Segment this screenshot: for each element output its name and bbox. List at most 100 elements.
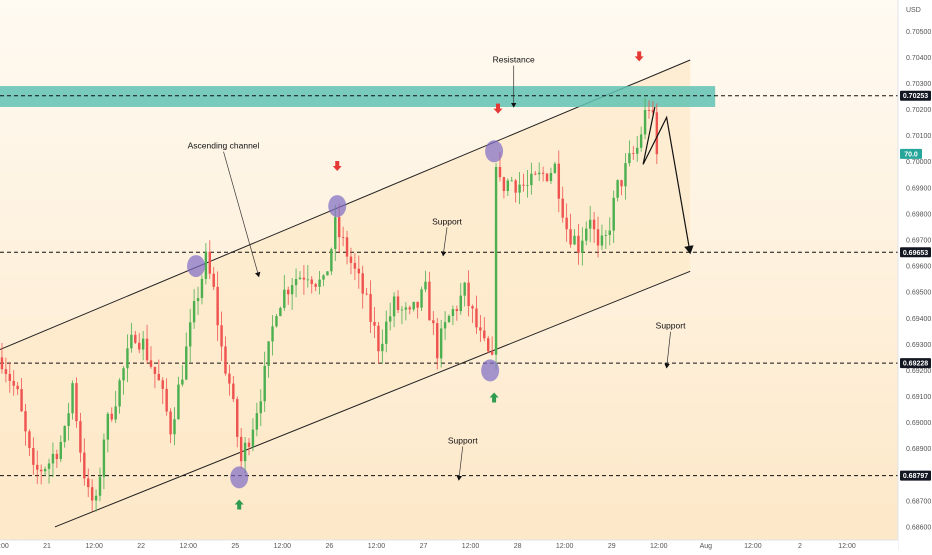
y-tick-label: 0.69100 — [906, 394, 931, 401]
candle-body — [581, 240, 584, 253]
candle-body — [141, 338, 145, 350]
annotation-pointer — [456, 446, 464, 481]
candle-body — [400, 309, 404, 311]
candle-body — [0, 357, 4, 370]
candle-body — [592, 219, 596, 230]
candle-body — [169, 411, 172, 435]
candle-body — [32, 447, 35, 465]
candle-body — [251, 429, 255, 447]
y-tick-label: 0.69200 — [906, 368, 931, 375]
level-price-label-2: 0.69228 — [903, 361, 928, 368]
candle-body — [216, 286, 219, 326]
x-tick-label: Aug — [700, 543, 713, 550]
candle-body — [624, 163, 627, 187]
y-tick-label: 0.69800 — [906, 211, 931, 218]
candle-body — [157, 373, 161, 381]
candle-body — [565, 217, 568, 230]
x-tick-label: 12:00 — [744, 543, 762, 550]
level-price-tag-1 — [900, 247, 931, 258]
candle-body — [185, 346, 188, 380]
y-tick-label: 0.69000 — [906, 420, 931, 427]
candle-body — [318, 279, 321, 287]
candle-body — [514, 180, 517, 193]
channel-lower-line[interactable] — [54, 270, 691, 528]
touch-point-marker[interactable] — [481, 359, 500, 382]
y-tick-label: 0.70300 — [906, 81, 931, 88]
candle-body — [334, 217, 337, 249]
candle-body — [396, 296, 400, 311]
candle-body — [232, 383, 235, 400]
candle-body — [228, 373, 231, 384]
resistance-zone[interactable] — [0, 86, 716, 107]
touch-point-marker[interactable] — [230, 466, 249, 489]
annotation-pointer — [440, 227, 448, 257]
candle-body — [126, 348, 129, 369]
candle-body — [486, 338, 490, 352]
candle-body — [639, 134, 643, 148]
candle-body — [330, 248, 333, 272]
candle-body — [47, 463, 51, 469]
x-tick-label: 12:00 — [462, 543, 480, 550]
candle-body — [447, 315, 451, 323]
level-price-tag-2 — [900, 358, 931, 369]
candle-body — [365, 293, 368, 295]
touch-point-marker[interactable] — [485, 140, 504, 163]
candle-body — [502, 177, 506, 191]
candle-body — [90, 487, 94, 501]
projection-path[interactable] — [642, 106, 694, 255]
candle-body — [271, 326, 274, 342]
y-tick-label: 0.70500 — [906, 29, 931, 36]
candle-body — [467, 282, 470, 307]
x-tick-label: 28 — [514, 543, 522, 550]
time-axis-panel[interactable] — [0, 540, 898, 550]
candle-body — [612, 197, 615, 231]
y-tick-label: 0.68900 — [906, 446, 931, 453]
annotation-label: Resistance — [493, 55, 535, 65]
x-tick-label: 12:00 — [556, 543, 574, 550]
candle-body — [283, 289, 286, 308]
candle-body — [341, 237, 345, 238]
annotation-label: Support — [656, 321, 686, 331]
y-tick-label: 0.69500 — [906, 290, 931, 297]
candle-body — [439, 328, 443, 359]
candle-body — [63, 426, 66, 442]
y-tick-label: 0.69300 — [906, 342, 931, 349]
candle-body — [224, 346, 227, 374]
x-tick-label: 12:00 — [838, 543, 856, 550]
candle-body — [192, 301, 196, 323]
candle-body — [471, 306, 474, 309]
candle-body — [212, 273, 215, 287]
candle-body — [302, 277, 306, 280]
candle-body — [236, 399, 239, 437]
candle-body — [118, 380, 121, 407]
level-price-label-3: 0.68797 — [903, 473, 928, 480]
candle-body — [432, 320, 435, 324]
candle-body — [208, 251, 212, 274]
candle-body — [424, 281, 427, 290]
candle-body — [388, 316, 392, 322]
y-tick-label: 0.69400 — [906, 316, 931, 323]
annotation-pointer — [664, 331, 671, 369]
y-tick-label: 0.70100 — [906, 133, 931, 140]
level-price-label-0: 0.70253 — [903, 93, 928, 100]
candle-body — [557, 163, 561, 199]
candle-body — [381, 343, 384, 352]
candle-body — [204, 251, 208, 279]
candle-body — [392, 296, 396, 317]
candle-body — [306, 279, 310, 281]
candle-body — [518, 184, 521, 193]
candle-body — [522, 184, 525, 186]
annotation-pointer — [223, 151, 261, 278]
candle-body — [243, 442, 247, 462]
touch-point-marker[interactable] — [328, 195, 347, 218]
x-tick-label: 12:00 — [368, 543, 386, 550]
touch-point-marker[interactable] — [187, 255, 206, 278]
candle-body — [149, 360, 153, 367]
candle-body — [600, 235, 604, 246]
y-tick-label: 0.68600 — [906, 524, 931, 531]
candle-body — [636, 147, 639, 154]
candle-body — [4, 369, 8, 374]
candle-body — [87, 478, 90, 488]
